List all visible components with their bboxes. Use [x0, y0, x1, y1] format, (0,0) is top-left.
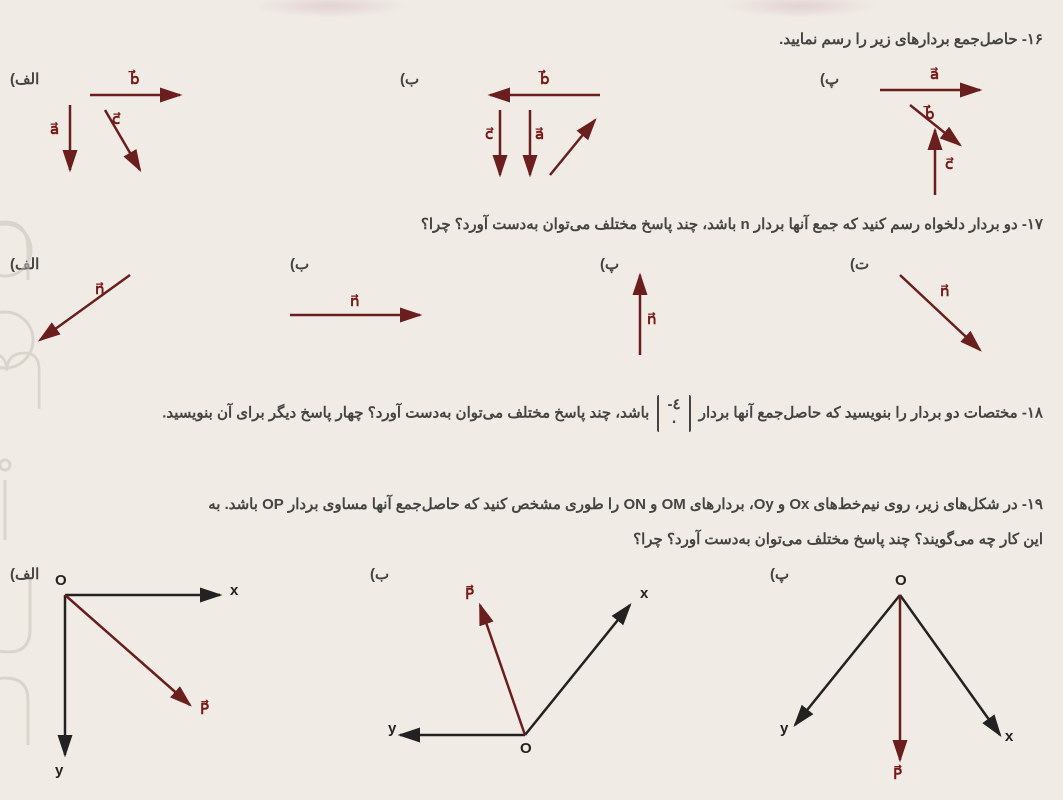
q19-alef-x: x	[230, 582, 238, 599]
q18-post: باشد، چند پاسخ مختلف می‌توان به‌دست آورد…	[162, 404, 649, 421]
q17-alef-label: n⃗	[95, 280, 105, 298]
q18-pre: ۱۸- مختصات دو بردار را بنویسید که حاصل‌ج…	[699, 404, 1043, 421]
q19-alef-P: P⃗	[200, 700, 209, 718]
page: ۱۶- حاصل‌جمع بردارهای زیر را رسم نمایید.…	[0, 0, 1063, 800]
q19-part-alef: الف)	[10, 565, 39, 583]
q17-te-label: n⃗	[940, 282, 950, 300]
q16-part-pe: پ)	[820, 70, 839, 88]
q16-be-vectors	[430, 80, 630, 200]
q17-te-n	[880, 265, 1000, 365]
q18-matrix-bottom: ٠	[670, 413, 678, 430]
q19-be-y: y	[388, 720, 396, 737]
q19-be-O: O	[520, 740, 532, 757]
q19-pe-O: O	[895, 572, 907, 589]
q19-be-P: P⃗	[465, 585, 474, 603]
q16-pe-c: c⃗	[945, 155, 953, 173]
q16-alef-a: a⃗	[50, 120, 59, 138]
q16-be-b: b⃗	[540, 70, 550, 88]
top-decoration	[720, 0, 880, 18]
q16-part-be: ب)	[400, 70, 419, 88]
q19-pe-x: x	[1005, 728, 1013, 745]
q16-pe-a: a⃗	[930, 65, 939, 83]
q18-matrix-top: -٤	[667, 396, 680, 413]
q19-be-x: x	[640, 585, 648, 602]
q16-part-alef: الف)	[10, 70, 39, 88]
q19-line2: این کار چه می‌گویند؟ چند پاسخ مختلف می‌ت…	[633, 530, 1043, 548]
q19-line1: ۱۹- در شکل‌های زیر، روی نیم‌خط‌های Ox و …	[208, 495, 1043, 513]
q16-alef-b: b⃗	[130, 70, 140, 88]
q19-alef-y: y	[55, 762, 63, 779]
q16-pe-b: b⃗	[925, 105, 935, 123]
q16-alef-vectors	[50, 80, 230, 200]
q17-text: ۱۷- دو بردار دلخواه رسم کنید که جمع آنها…	[421, 215, 1043, 233]
q16-alef-c: c⃗	[112, 110, 120, 128]
q19-pe-y: y	[780, 720, 788, 737]
q17-part-te: ت)	[850, 255, 869, 273]
q19-alef-O: O	[55, 572, 67, 589]
q16-pe-vectors	[850, 75, 1030, 205]
q18-text: ۱۸- مختصات دو بردار را بنویسید که حاصل‌ج…	[162, 395, 1043, 432]
q17-be-n	[280, 300, 440, 340]
q17-be-label: n⃗	[350, 292, 360, 310]
q19-alef-diagram	[40, 575, 260, 775]
top-decoration	[250, 0, 410, 18]
q19-pe-diagram	[770, 575, 1030, 785]
q16-be-c: c⃗	[485, 125, 493, 143]
q16-be-a: a⃗	[535, 125, 544, 143]
q19-pe-P: P⃗	[893, 765, 902, 783]
q17-part-be: ب)	[290, 255, 309, 273]
q17-pe-label: n⃗	[647, 310, 657, 328]
q18-matrix: -٤ ٠	[657, 395, 690, 432]
q16-text: ۱۶- حاصل‌جمع بردارهای زیر را رسم نمایید.	[779, 30, 1043, 48]
q17-alef-n	[20, 265, 160, 355]
q17-part-pe: پ)	[600, 255, 619, 273]
